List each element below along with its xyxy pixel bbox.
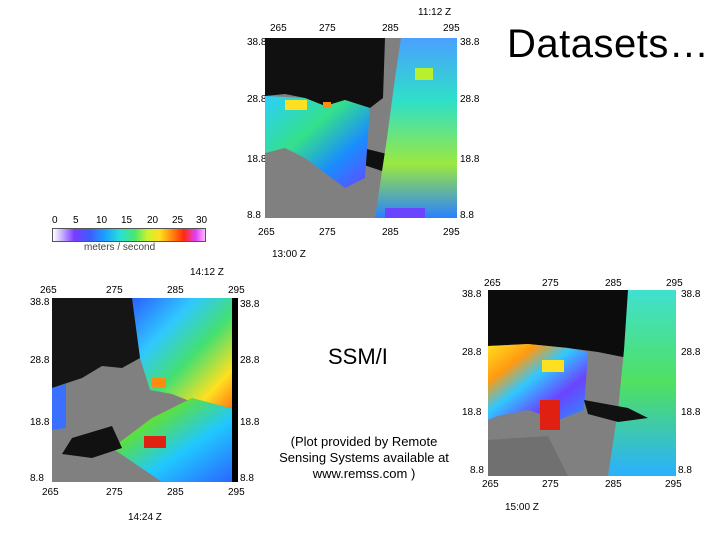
colorbar-tick: 30 (196, 215, 208, 226)
lat-tick: 38.8 (240, 299, 260, 310)
lat-tick: 28.8 (462, 347, 482, 358)
wind-speed-map (265, 38, 457, 218)
colorbar-unit: meters / second (84, 242, 156, 253)
lat-tick: 28.8 (681, 347, 701, 358)
lon-tick: 295 (228, 487, 245, 498)
lat-tick: 8.8 (30, 473, 44, 484)
lon-tick: 285 (382, 23, 399, 34)
wind-speed-map (488, 290, 676, 476)
map-time-top: 11:12 Z (418, 7, 452, 18)
lat-tick: 38.8 (681, 289, 701, 300)
lat-tick: 18.8 (240, 417, 260, 428)
lat-tick: 38.8 (460, 37, 480, 48)
lon-tick: 295 (666, 278, 683, 289)
map-time-bottom: 15:00 Z (505, 502, 539, 513)
colorbar-tick: 10 (96, 215, 108, 226)
colorbar-tick: 5 (73, 215, 79, 226)
lon-tick: 275 (542, 479, 559, 490)
lon-tick: 265 (42, 487, 59, 498)
lat-tick: 18.8 (460, 154, 480, 165)
lon-tick: 285 (167, 285, 184, 296)
lat-tick: 28.8 (30, 355, 50, 366)
lon-tick: 265 (270, 23, 287, 34)
colorbar-tick: 0 (52, 215, 58, 226)
lat-tick: 28.8 (247, 94, 267, 105)
lat-tick: 8.8 (460, 210, 474, 221)
lon-tick: 275 (106, 487, 123, 498)
lat-tick: 8.8 (470, 465, 484, 476)
colorbar-tick: 25 (172, 215, 184, 226)
lon-tick: 275 (319, 227, 336, 238)
credit-note: (Plot provided by Remote Sensing Systems… (279, 434, 449, 481)
lon-tick: 285 (167, 487, 184, 498)
lat-tick: 8.8 (247, 210, 261, 221)
lon-tick: 265 (40, 285, 57, 296)
lat-tick: 38.8 (30, 297, 50, 308)
lon-tick: 295 (443, 227, 460, 238)
map-time-bottom: 14:24 Z (128, 512, 162, 523)
lon-tick: 295 (443, 23, 460, 34)
lon-tick: 295 (228, 285, 245, 296)
colorbar-tick: 20 (147, 215, 159, 226)
lon-tick: 285 (605, 479, 622, 490)
lat-tick: 28.8 (460, 94, 480, 105)
lat-tick: 8.8 (678, 465, 692, 476)
lat-tick: 18.8 (30, 417, 50, 428)
map-time-bottom: 13:00 Z (272, 249, 306, 260)
wind-speed-map (52, 298, 238, 482)
map-time-top: 14:12 Z (190, 267, 224, 278)
lon-tick: 275 (319, 23, 336, 34)
lon-tick: 265 (482, 479, 499, 490)
colorbar (52, 228, 206, 242)
slide-title: Datasets… (507, 22, 710, 66)
lat-tick: 38.8 (462, 289, 482, 300)
lat-tick: 18.8 (462, 407, 482, 418)
lat-tick: 8.8 (240, 473, 254, 484)
lon-tick: 285 (605, 278, 622, 289)
lon-tick: 275 (106, 285, 123, 296)
lon-tick: 275 (542, 278, 559, 289)
lon-tick: 265 (484, 278, 501, 289)
lon-tick: 295 (665, 479, 682, 490)
colorbar-tick: 15 (121, 215, 133, 226)
lon-tick: 285 (382, 227, 399, 238)
lat-tick: 38.8 (247, 37, 267, 48)
lat-tick: 28.8 (240, 355, 260, 366)
lon-tick: 265 (258, 227, 275, 238)
lat-tick: 18.8 (681, 407, 701, 418)
instrument-label: SSM/I (328, 344, 388, 369)
lat-tick: 18.8 (247, 154, 267, 165)
